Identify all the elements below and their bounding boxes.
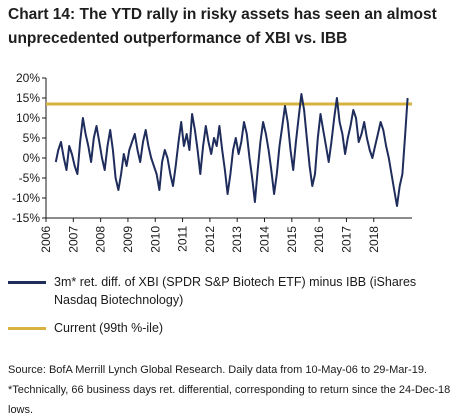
legend-swatch-current xyxy=(8,327,46,330)
legend-swatch-ret-diff xyxy=(8,281,46,284)
y-tick-label: 10% xyxy=(16,111,40,125)
legend-item-current: Current (99th %-ile) xyxy=(8,318,474,338)
legend-item-ret-diff: 3m* ret. diff. of XBI (SPDR S&P Biotech … xyxy=(8,273,474,317)
y-tick-label: -15% xyxy=(12,211,40,225)
x-tick-label: 2016 xyxy=(312,226,326,253)
x-tick-label: 2015 xyxy=(285,226,299,253)
x-tick-label: 2013 xyxy=(230,226,244,253)
x-tick-label: 2008 xyxy=(94,226,108,253)
y-tick-label: 15% xyxy=(16,91,40,105)
y-tick-label: 0% xyxy=(23,151,41,165)
x-tick-label: 2010 xyxy=(148,226,162,253)
y-tick-label: 5% xyxy=(23,131,41,145)
x-tick-label: 2012 xyxy=(203,226,217,253)
chart-plot: -15% -10% -5% 0% 5% 10% 15% 20% 2006 2007 2008 2009… xyxy=(12,71,412,253)
x-tick-label: 2018 xyxy=(367,226,381,253)
x-tick-label: 2014 xyxy=(258,226,272,253)
x-tick-label: 2009 xyxy=(121,226,135,253)
x-tick-label: 2017 xyxy=(339,226,353,253)
chart-title: Chart 14: The YTD rally in risky assets … xyxy=(8,6,437,47)
y-tick-label: -10% xyxy=(12,191,40,205)
series-line-ret-diff xyxy=(54,93,409,207)
legend-label-ret-diff: 3m* ret. diff. of XBI (SPDR S&P Biotech … xyxy=(54,275,417,307)
x-tick-label: 2007 xyxy=(66,226,80,253)
x-tick-label: 2006 xyxy=(39,226,53,253)
x-tick-label: 2011 xyxy=(176,226,190,252)
legend-label-current: Current (99th %-ile) xyxy=(54,321,164,335)
y-tick-label: -5% xyxy=(19,171,41,185)
y-tick-label: 20% xyxy=(16,71,40,85)
source-note: Source: BofA Merrill Lynch Global Resear… xyxy=(8,364,451,416)
